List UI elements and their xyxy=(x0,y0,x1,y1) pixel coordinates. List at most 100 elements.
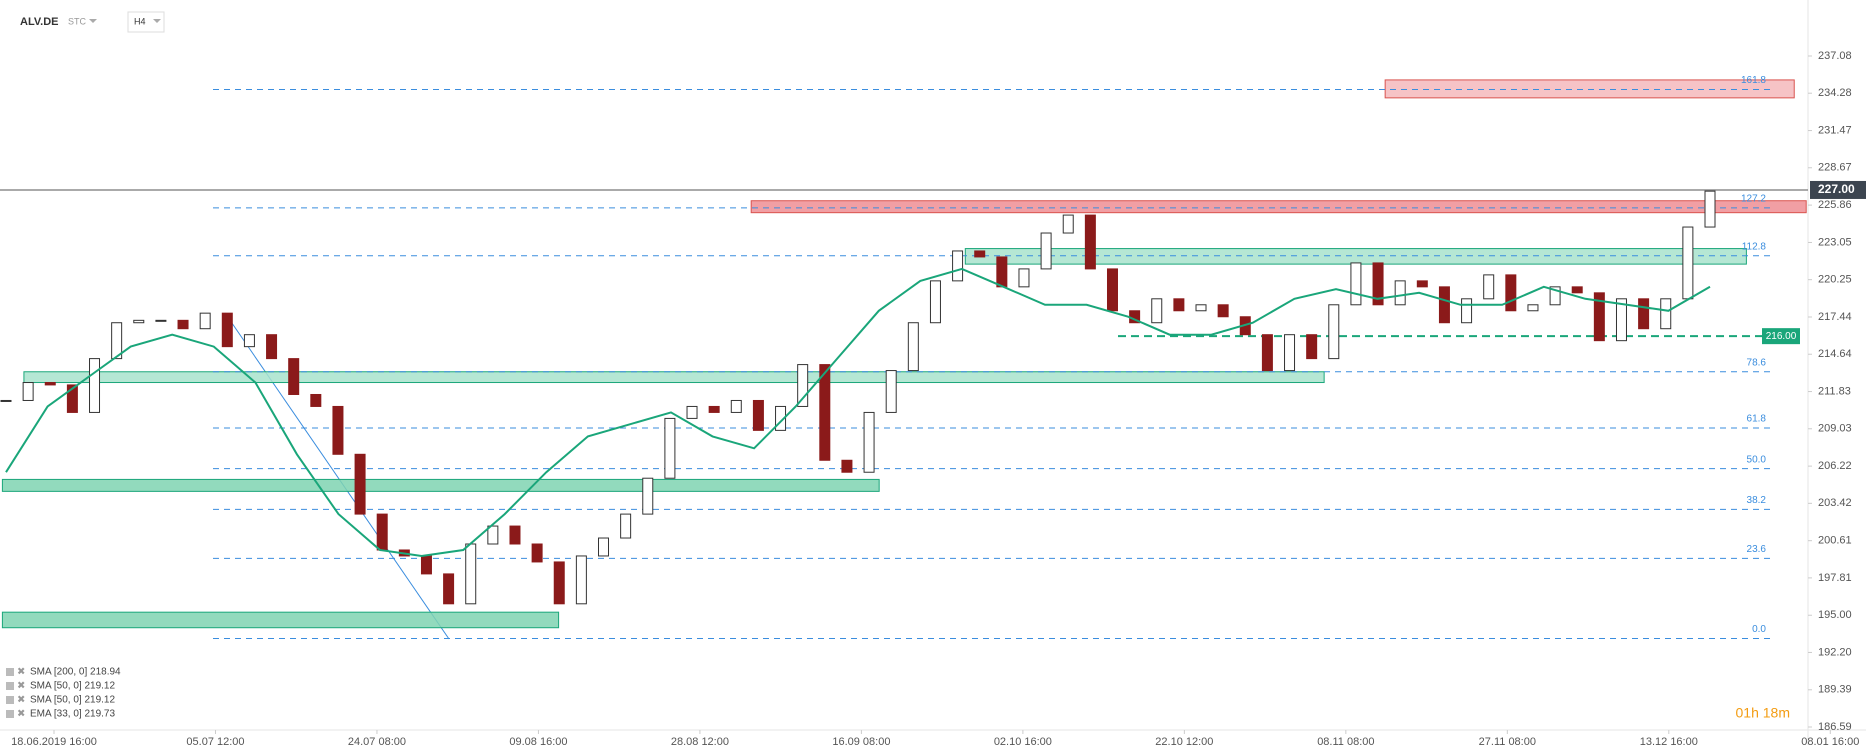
candle xyxy=(1394,280,1406,306)
candle xyxy=(752,399,764,431)
y-tick-label: 211.83 xyxy=(1818,385,1851,397)
candle xyxy=(376,513,388,551)
y-tick-label: 206.22 xyxy=(1818,460,1852,472)
y-tick-label: 203.42 xyxy=(1818,497,1852,509)
candle xyxy=(243,334,255,348)
indicator-icon[interactable] xyxy=(6,682,14,690)
candle xyxy=(775,405,787,431)
candle xyxy=(531,543,543,563)
y-tick-label: 192.20 xyxy=(1818,646,1852,658)
indicator-icon[interactable] xyxy=(6,668,14,676)
candle xyxy=(221,312,233,348)
candle xyxy=(420,555,432,575)
candle xyxy=(708,405,720,413)
last-price-tag xyxy=(1810,180,1866,199)
candle xyxy=(797,364,809,407)
symbol[interactable]: ALV.DE xyxy=(20,16,59,28)
candle xyxy=(819,364,831,461)
candle xyxy=(354,453,366,515)
candle xyxy=(952,250,964,282)
y-tick-label: 234.28 xyxy=(1818,87,1852,99)
instrument-type[interactable]: STC xyxy=(68,16,87,26)
zone xyxy=(964,248,1747,265)
candle xyxy=(487,525,499,545)
candle xyxy=(863,411,875,473)
candle xyxy=(1062,214,1074,234)
candle xyxy=(1350,262,1362,306)
moving-average xyxy=(5,267,1711,558)
fib-label: 127.2 xyxy=(1741,194,1766,205)
candle xyxy=(1084,214,1096,270)
x-tick-label: 08.01 16:00 xyxy=(1801,736,1859,748)
indicator-label: SMA [200, 0] 218.94 xyxy=(30,667,121,678)
zone xyxy=(750,200,1807,214)
candle xyxy=(664,417,676,479)
fib-label: 23.6 xyxy=(1747,544,1767,555)
candle xyxy=(1438,286,1450,324)
y-tick-label: 186.59 xyxy=(1818,721,1852,733)
fib-label: 38.2 xyxy=(1747,495,1767,506)
candle xyxy=(133,319,145,324)
candle xyxy=(1306,334,1318,360)
candle xyxy=(1328,304,1340,360)
fib-label: 161.8 xyxy=(1741,75,1766,86)
candle xyxy=(1151,298,1163,324)
candle xyxy=(553,561,565,605)
candle xyxy=(1571,286,1583,294)
candle xyxy=(89,358,101,413)
candle xyxy=(1593,292,1605,342)
interval-box[interactable] xyxy=(127,11,165,33)
candle xyxy=(1660,298,1672,330)
dropdown-arrow[interactable] xyxy=(89,19,97,23)
candle xyxy=(443,573,455,605)
x-tick-label: 24.07 08:00 xyxy=(348,736,406,748)
candle xyxy=(1284,334,1296,372)
candle xyxy=(686,405,698,419)
x-tick-label: 13.12 16:00 xyxy=(1640,736,1698,748)
candle xyxy=(1372,262,1384,306)
x-tick-label: 27.11 08:00 xyxy=(1479,736,1536,748)
interval[interactable]: H4 xyxy=(134,16,146,26)
candle xyxy=(1615,298,1627,342)
candle xyxy=(907,322,919,372)
x-tick-label: 08.11 08:00 xyxy=(1317,736,1374,748)
candle xyxy=(1704,190,1716,228)
y-tick-label: 217.44 xyxy=(1818,311,1852,323)
candle xyxy=(620,513,632,539)
support-label: 216.00 xyxy=(1766,331,1797,342)
y-tick-label: 209.03 xyxy=(1818,423,1852,435)
y-tick-label: 225.86 xyxy=(1818,199,1852,211)
fib-label: 78.6 xyxy=(1747,357,1767,368)
candle xyxy=(22,382,34,401)
indicator-icon[interactable] xyxy=(6,710,14,718)
indicator-close: ✖ xyxy=(17,681,25,692)
candle xyxy=(1638,298,1650,330)
dropdown-arrow[interactable] xyxy=(153,19,161,23)
indicator-label: SMA [50, 0] 219.12 xyxy=(30,695,115,706)
y-tick-label: 189.39 xyxy=(1818,684,1852,696)
candle xyxy=(332,405,344,455)
candle xyxy=(288,358,300,395)
candle xyxy=(1549,286,1561,306)
candle xyxy=(1040,232,1052,270)
candle xyxy=(199,312,211,330)
indicator-icon[interactable] xyxy=(6,696,14,704)
candle xyxy=(155,319,167,322)
candle xyxy=(266,334,278,360)
candle xyxy=(1195,304,1207,312)
candle xyxy=(1173,298,1185,312)
zone xyxy=(1,611,560,629)
candle xyxy=(598,537,610,557)
candle xyxy=(0,399,12,402)
candle xyxy=(841,459,853,473)
candle xyxy=(996,256,1008,288)
y-tick-label: 223.05 xyxy=(1818,236,1852,248)
candle xyxy=(730,399,742,413)
y-tick-label: 231.47 xyxy=(1818,124,1852,136)
candle xyxy=(1483,274,1495,300)
candle xyxy=(885,370,897,413)
y-tick-label: 197.81 xyxy=(1818,572,1852,584)
last-price-label: 227.00 xyxy=(1818,182,1855,196)
candle xyxy=(1018,268,1030,288)
